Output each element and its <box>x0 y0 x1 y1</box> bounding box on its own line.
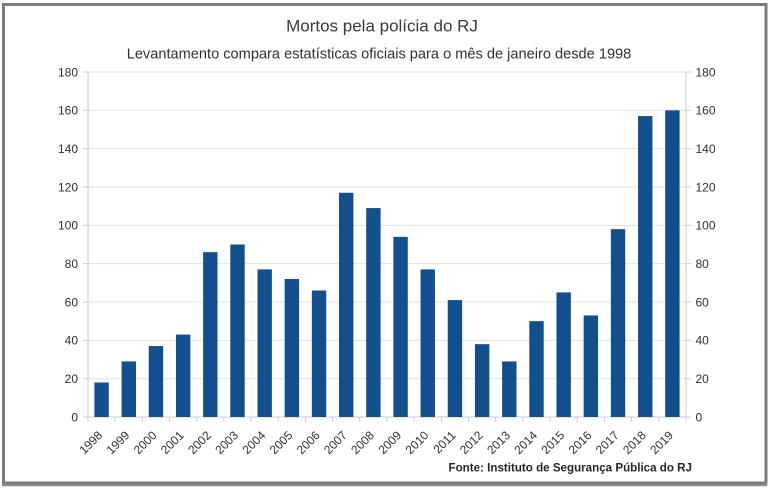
svg-text:Mortos pela polícia do RJ: Mortos pela polícia do RJ <box>286 17 478 36</box>
svg-text:100: 100 <box>696 219 716 233</box>
svg-text:120: 120 <box>58 180 78 194</box>
svg-text:80: 80 <box>65 257 79 271</box>
svg-text:20: 20 <box>65 372 79 386</box>
svg-text:120: 120 <box>696 180 716 194</box>
svg-text:Levantamento compara estatísti: Levantamento compara estatísticas oficia… <box>127 47 632 63</box>
svg-text:80: 80 <box>696 257 710 271</box>
svg-text:0: 0 <box>71 410 78 424</box>
svg-text:Fonte: Instituto de Segurança: Fonte: Instituto de Segurança Pública do… <box>449 462 693 475</box>
svg-text:180: 180 <box>58 65 78 79</box>
svg-text:60: 60 <box>696 295 710 309</box>
svg-text:0: 0 <box>696 410 703 424</box>
svg-text:180: 180 <box>696 65 716 79</box>
svg-text:140: 140 <box>58 142 78 156</box>
svg-text:160: 160 <box>58 104 78 118</box>
svg-text:140: 140 <box>696 142 716 156</box>
svg-text:40: 40 <box>65 334 79 348</box>
svg-text:20: 20 <box>696 372 710 386</box>
svg-text:160: 160 <box>696 104 716 118</box>
svg-text:60: 60 <box>65 295 79 309</box>
svg-text:40: 40 <box>696 334 710 348</box>
svg-text:100: 100 <box>58 219 78 233</box>
